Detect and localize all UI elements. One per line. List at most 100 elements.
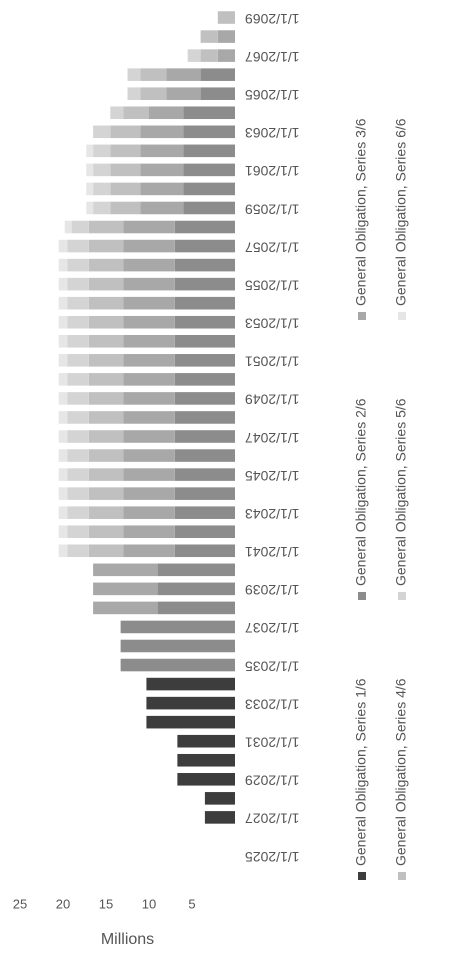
bar-segment <box>58 468 68 481</box>
bar-segment <box>67 468 89 481</box>
legend-label: General Obligation, Series 6/6 <box>393 118 409 306</box>
legend-swatch <box>358 312 366 320</box>
bar-segment <box>64 220 72 234</box>
legend-label: General Obligation, Series 3/6 <box>353 118 369 306</box>
bar-segment <box>93 125 111 139</box>
bar-segment <box>174 392 236 405</box>
bar-segment <box>93 563 158 577</box>
bar-segment <box>174 430 236 443</box>
bar-segment <box>140 201 184 215</box>
x-tick-label: 1/1/2027 <box>245 811 300 827</box>
bar-segment <box>86 163 94 177</box>
bar-segment <box>123 334 175 348</box>
bar-segment <box>88 354 124 367</box>
legend-swatch <box>358 872 366 880</box>
bar-segment <box>177 753 236 767</box>
bar-segment <box>110 163 141 177</box>
bar-segment <box>67 430 89 443</box>
bar-segment <box>123 430 175 443</box>
bar-segment <box>200 87 236 100</box>
bar-segment <box>93 163 111 177</box>
x-tick-label: 1/1/2039 <box>245 582 300 598</box>
x-tick-label: 1/1/2037 <box>245 620 300 636</box>
bar-segment <box>58 334 68 348</box>
bar-segment <box>200 30 218 43</box>
bar-segment <box>127 87 141 100</box>
bar-segment <box>123 392 175 405</box>
bar-segment <box>183 125 235 139</box>
bar-segment <box>58 296 68 310</box>
bar-segment <box>123 449 175 462</box>
legend-swatch <box>398 872 406 880</box>
bar-segment <box>67 296 89 310</box>
bar-segment <box>88 525 124 539</box>
bar-segment <box>58 277 68 291</box>
bar-segment <box>174 449 236 462</box>
bar-segment <box>93 201 111 215</box>
bar-segment <box>120 658 235 672</box>
bar-segment <box>140 87 167 100</box>
legend-label: General Obligation, Series 2/6 <box>353 398 369 586</box>
bar-segment <box>174 506 236 519</box>
bar-segment <box>146 715 235 729</box>
bar-segment <box>88 296 124 310</box>
bar-segment <box>127 68 141 81</box>
bar-segment <box>174 258 236 272</box>
bar-segment <box>123 544 175 558</box>
bar-segment <box>157 563 236 577</box>
bar-segment <box>58 239 68 253</box>
bar-segment <box>204 792 235 805</box>
bar-segment <box>140 125 184 139</box>
bar-segment <box>67 315 89 329</box>
bar-segment <box>174 277 236 291</box>
bar-segment <box>174 373 236 386</box>
x-tick-label: 1/1/2045 <box>245 468 300 484</box>
bar-segment <box>174 354 236 367</box>
bar-segment <box>183 182 235 196</box>
bar-segment <box>174 334 236 348</box>
bar-segment <box>174 468 236 481</box>
bar-segment <box>166 68 201 81</box>
bar-segment <box>123 411 175 424</box>
bar-segment <box>174 544 236 558</box>
bar-segment <box>88 430 124 443</box>
bar-segment <box>110 201 141 215</box>
legend-label: General Obligation, Series 5/6 <box>393 398 409 586</box>
bar-segment <box>149 106 184 120</box>
bar-segment <box>146 696 235 710</box>
bar-segment <box>123 296 175 310</box>
bar-segment <box>58 487 68 500</box>
x-tick-label: 1/1/2031 <box>245 735 300 751</box>
bar-segment <box>58 354 68 367</box>
bar-segment <box>88 544 124 558</box>
legend-swatch <box>398 592 406 600</box>
bar-segment <box>67 392 89 405</box>
bar-segment <box>174 296 236 310</box>
bar-segment <box>200 68 236 81</box>
bar-segment <box>123 220 175 234</box>
bar-segment <box>58 392 68 405</box>
bar-segment <box>88 315 124 329</box>
bar-segment <box>88 258 124 272</box>
legend-swatch <box>398 312 406 320</box>
bar-segment <box>88 468 124 481</box>
bar-segment <box>93 182 111 196</box>
bar-segment <box>67 525 89 539</box>
legend-label: General Obligation, Series 4/6 <box>393 678 409 866</box>
bar-segment <box>123 525 175 539</box>
bar-segment <box>183 144 235 158</box>
bar-segment <box>67 506 89 519</box>
x-tick-label: 1/1/2061 <box>245 163 300 179</box>
bar-segment <box>140 182 184 196</box>
x-tick-label: 1/1/2035 <box>245 658 300 674</box>
bar-segment <box>123 468 175 481</box>
bar-segment <box>58 449 68 462</box>
x-tick-label: 1/1/2067 <box>245 49 300 65</box>
bar-segment <box>88 334 124 348</box>
rotated-chart: 5 10 15 20 25 Millions 1/1/2025 1/1/2027 1/1/202… <box>13 11 409 948</box>
bar-segment <box>67 277 89 291</box>
bar-segment <box>200 49 218 62</box>
bar-segment <box>123 373 175 386</box>
bar-segment <box>123 487 175 500</box>
